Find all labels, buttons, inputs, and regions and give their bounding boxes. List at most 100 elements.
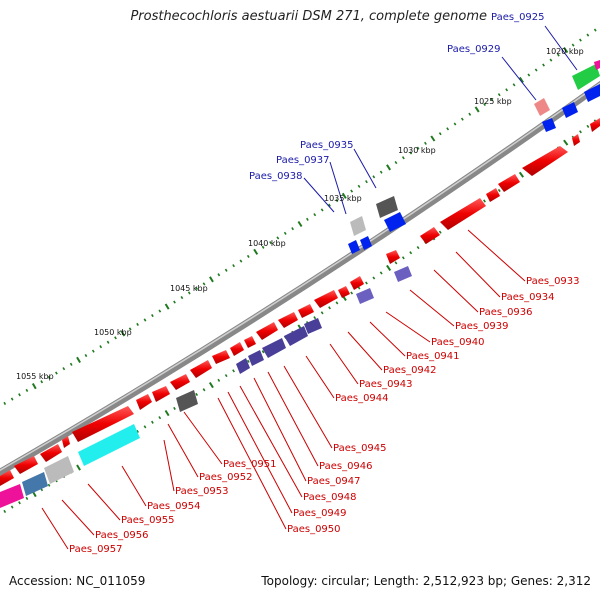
feature-trna bbox=[384, 212, 406, 232]
scale-tick bbox=[217, 378, 221, 382]
scale-tick bbox=[409, 151, 413, 155]
scale-tick bbox=[350, 291, 354, 295]
backbone-ring bbox=[0, 80, 600, 477]
scale-tick bbox=[120, 330, 126, 337]
scale-tick bbox=[328, 306, 331, 310]
scale-tick bbox=[269, 241, 272, 245]
feature-cds bbox=[486, 188, 500, 202]
scale-tick bbox=[76, 464, 81, 471]
scale-tick bbox=[62, 367, 66, 371]
scale-tick bbox=[232, 264, 235, 268]
scale-label: 1040 kbp bbox=[248, 239, 286, 248]
scale-tick bbox=[365, 281, 368, 285]
feature-cds bbox=[338, 286, 350, 298]
scale-tick bbox=[91, 349, 95, 353]
feature-cds bbox=[72, 406, 134, 442]
scale-label: 1025 kbp bbox=[474, 97, 512, 106]
feature-cds bbox=[440, 198, 486, 230]
feature-cyan bbox=[78, 424, 140, 466]
scale-tick bbox=[386, 164, 392, 171]
scale-tick bbox=[209, 276, 214, 283]
feature-purple bbox=[236, 358, 250, 374]
scale-tick bbox=[306, 217, 309, 221]
accession-text: Accession: NC_011059 bbox=[9, 574, 146, 588]
gene-label: Paes_0955 bbox=[121, 515, 175, 526]
scale-tick bbox=[313, 316, 317, 320]
gene-label: Paes_0937 bbox=[276, 155, 330, 166]
scale-tick bbox=[335, 301, 339, 305]
scale-label: 1035 kbp bbox=[324, 194, 362, 203]
scale-label: 1045 kbp bbox=[170, 284, 208, 293]
scale-tick bbox=[350, 189, 354, 193]
scale-tick bbox=[69, 362, 73, 366]
scale-label: 1050 kbp bbox=[94, 328, 132, 337]
scale-tick bbox=[401, 156, 405, 160]
scale-tick bbox=[372, 175, 376, 179]
scale-tick bbox=[76, 356, 81, 364]
scale-tick bbox=[246, 359, 250, 363]
scale-labels: 1020 kbp 1025 kbp 1030 kbp 1035 kbp 1040… bbox=[16, 47, 584, 381]
scale-tick bbox=[246, 254, 250, 259]
scale-tick bbox=[99, 345, 103, 349]
feature-trna bbox=[348, 240, 360, 254]
feature-purple bbox=[262, 338, 286, 358]
feature-cds bbox=[0, 470, 14, 486]
scale-tick bbox=[556, 53, 560, 57]
feature-cds bbox=[572, 134, 580, 146]
scale-tick bbox=[424, 141, 427, 145]
scale-tick bbox=[505, 88, 509, 92]
gene-label: Paes_0946 bbox=[319, 461, 373, 472]
scale-tick bbox=[195, 392, 199, 397]
feature-cds bbox=[62, 436, 70, 448]
scale-tick bbox=[208, 381, 214, 389]
feature-trna bbox=[562, 102, 578, 118]
feature-cds bbox=[136, 394, 152, 410]
scale-tick bbox=[468, 112, 472, 116]
scale-label: 1055 kbp bbox=[16, 372, 54, 381]
scale-tick bbox=[10, 505, 14, 509]
feature-cds bbox=[498, 174, 520, 192]
gene-label: Paes_0936 bbox=[479, 307, 533, 318]
scale-tick bbox=[10, 397, 14, 401]
feature-purple bbox=[248, 350, 264, 366]
leader-lines bbox=[41, 25, 578, 550]
scale-tick bbox=[291, 227, 294, 231]
feature-other bbox=[44, 456, 74, 484]
scale-tick bbox=[512, 83, 516, 87]
scale-tick bbox=[438, 230, 442, 234]
scale-tick bbox=[394, 261, 398, 265]
scale-tick bbox=[320, 311, 324, 315]
scale-tick bbox=[438, 132, 442, 136]
feature-cds bbox=[40, 444, 62, 462]
gene-label: Paes_0952 bbox=[199, 472, 253, 483]
scale-tick bbox=[474, 106, 480, 113]
scale-tick bbox=[187, 291, 191, 295]
feature-cds bbox=[298, 304, 314, 318]
scale-tick bbox=[276, 236, 280, 240]
scale-tick bbox=[25, 388, 29, 393]
feature-magenta bbox=[0, 484, 24, 508]
scale-tick bbox=[18, 501, 21, 505]
scale-tick bbox=[453, 122, 457, 126]
feature-cds bbox=[386, 250, 400, 264]
scale-tick bbox=[164, 303, 170, 310]
scale-tick bbox=[497, 93, 501, 97]
scale-tick bbox=[416, 146, 420, 150]
scale-tick bbox=[586, 124, 590, 128]
scale-tick bbox=[341, 192, 347, 199]
scale-tick bbox=[490, 98, 494, 102]
feature-cds bbox=[256, 322, 278, 340]
scale-tick bbox=[313, 213, 317, 217]
gene-label: Paes_0943 bbox=[359, 379, 413, 390]
scale-tick bbox=[379, 170, 383, 174]
gene-label: Paes_0935 bbox=[300, 140, 354, 151]
feature-other bbox=[350, 216, 366, 236]
feature-cds bbox=[190, 360, 212, 378]
scale-tick bbox=[202, 282, 206, 286]
scale-tick bbox=[106, 340, 110, 344]
feature-cds bbox=[14, 456, 38, 474]
feature-cds bbox=[230, 342, 244, 356]
scale-tick bbox=[158, 309, 162, 313]
backbone bbox=[0, 80, 600, 477]
gene-label: Paes_0940 bbox=[431, 337, 485, 348]
